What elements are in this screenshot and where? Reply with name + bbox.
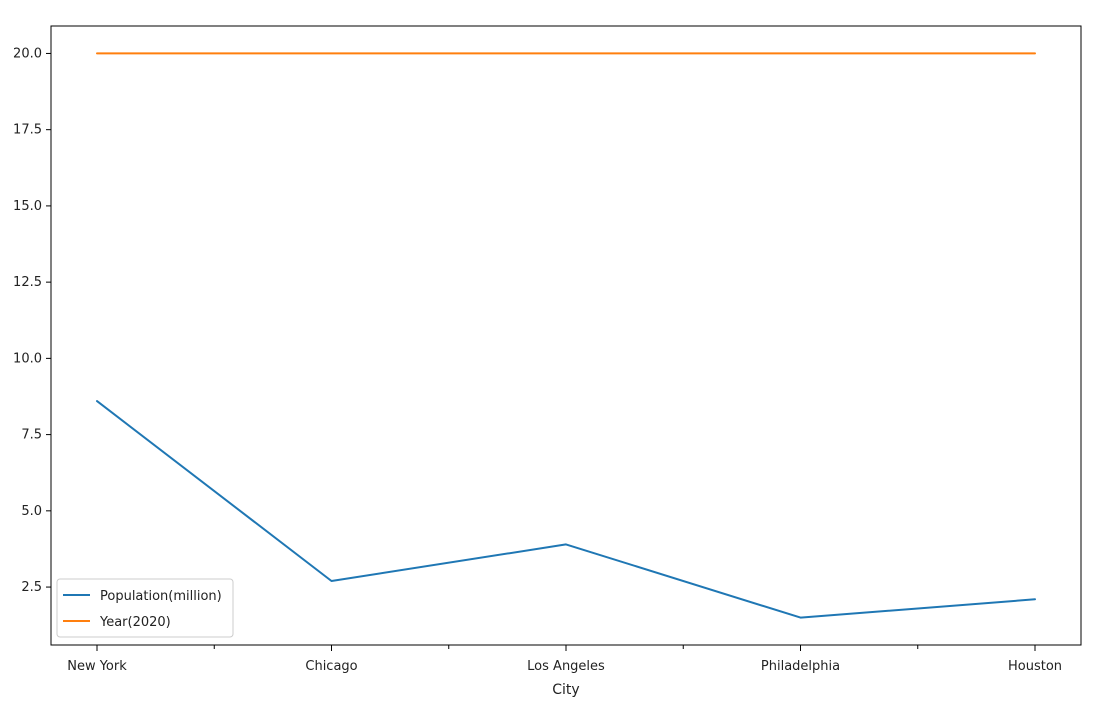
legend-label: Population(million) xyxy=(100,589,222,604)
y-tick-label: 2.5 xyxy=(21,580,42,595)
series-line-0 xyxy=(96,400,1036,619)
x-tick-label: Los Angeles xyxy=(527,659,605,674)
y-tick-label: 5.0 xyxy=(21,504,42,519)
x-tick-label: Philadelphia xyxy=(761,659,840,674)
y-tick-label: 17.5 xyxy=(13,123,42,138)
y-tick-label: 20.0 xyxy=(13,46,42,61)
y-tick-label: 12.5 xyxy=(13,275,42,290)
x-tick-label: Chicago xyxy=(305,659,357,674)
legend: Population(million) Year(2020) xyxy=(56,578,234,638)
x-axis-title: City xyxy=(552,682,579,698)
y-tick-label: 7.5 xyxy=(21,428,42,443)
y-tick-label: 15.0 xyxy=(13,199,42,214)
x-tick-label: Houston xyxy=(1008,659,1062,674)
x-axis: New York Chicago Los Angeles Philadelphia Ho… xyxy=(67,645,1062,674)
plot-area xyxy=(50,25,1082,646)
y-axis: 2.5 5.0 7.5 10.0 12.5 15.0 17.5 20.0 xyxy=(13,46,51,595)
y-tick-label: 10.0 xyxy=(13,351,42,366)
x-tick-label: New York xyxy=(67,659,127,674)
legend-box xyxy=(56,578,234,638)
series-lines xyxy=(96,52,1036,619)
legend-label: Year(2020) xyxy=(99,615,171,630)
